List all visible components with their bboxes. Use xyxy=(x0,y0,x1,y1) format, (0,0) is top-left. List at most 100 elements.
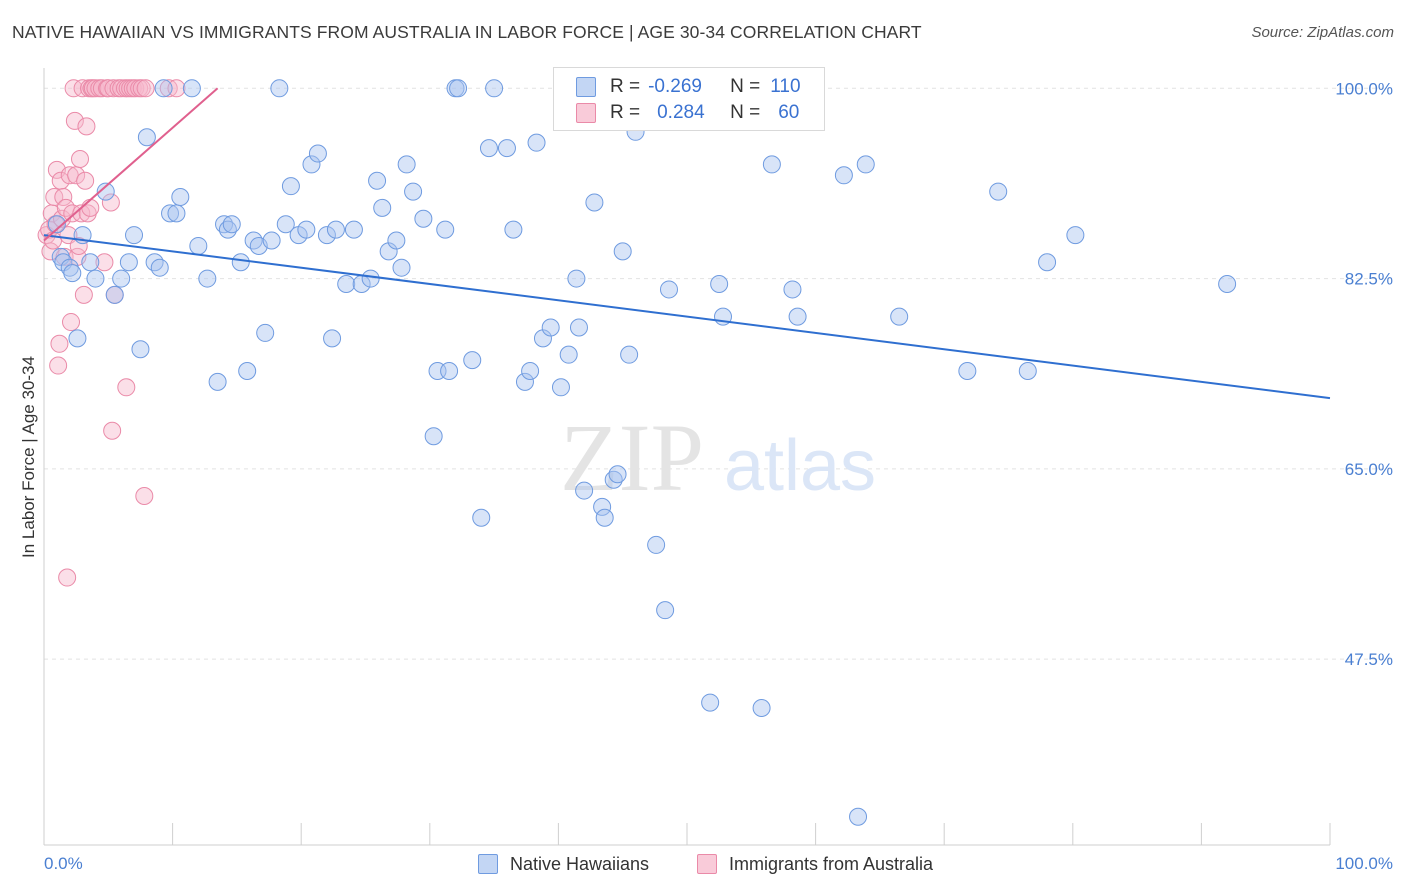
legend-n-label: N = xyxy=(730,76,761,97)
data-point xyxy=(81,198,100,217)
data-point xyxy=(276,215,295,234)
legend-n-value: 110 xyxy=(770,76,801,97)
data-point xyxy=(762,155,781,174)
chart-title: NATIVE HAWAIIAN VS IMMIGRANTS FROM AUSTR… xyxy=(12,22,922,42)
legend-swatch-blue xyxy=(576,77,596,97)
data-point xyxy=(647,535,666,554)
data-point xyxy=(752,699,771,718)
data-point xyxy=(337,275,356,294)
data-point xyxy=(256,323,275,342)
y-tick-label: 82.5% xyxy=(1345,270,1393,289)
data-point xyxy=(344,220,363,239)
data-point xyxy=(105,285,124,304)
data-point xyxy=(54,188,73,207)
bottom-legend-label: Native Hawaiians xyxy=(510,853,650,874)
data-point xyxy=(710,275,729,294)
data-point xyxy=(890,307,909,326)
data-point xyxy=(137,128,156,147)
data-point xyxy=(161,204,180,223)
axes xyxy=(43,68,1331,846)
data-point xyxy=(551,378,570,397)
data-point xyxy=(69,236,88,255)
data-point xyxy=(559,345,578,364)
data-point xyxy=(45,188,64,207)
y-tick-label: 65.0% xyxy=(1345,460,1393,479)
data-point xyxy=(68,329,87,348)
data-point xyxy=(1018,361,1037,380)
data-point xyxy=(49,356,68,375)
data-point xyxy=(440,361,459,380)
data-point xyxy=(541,318,560,337)
data-point xyxy=(849,807,868,826)
data-point xyxy=(167,79,186,98)
data-point xyxy=(86,269,105,288)
legend-r-value: -0.269 xyxy=(648,76,702,97)
data-point xyxy=(504,220,523,239)
data-point xyxy=(834,166,853,185)
data-point xyxy=(47,215,66,234)
data-point xyxy=(198,269,217,288)
data-point xyxy=(302,155,321,174)
data-point xyxy=(126,79,145,98)
legend-row-native-hawaiians: R = -0.269 N = 110 xyxy=(576,75,801,99)
data-point xyxy=(414,209,433,228)
data-point xyxy=(63,204,82,223)
data-point xyxy=(485,79,504,98)
watermark-zip: ZIP xyxy=(560,404,704,511)
data-point xyxy=(72,204,91,223)
data-point xyxy=(154,79,173,98)
data-point xyxy=(569,318,588,337)
data-point xyxy=(145,253,164,272)
data-point xyxy=(404,182,423,201)
data-point xyxy=(323,329,342,348)
data-point xyxy=(613,242,632,261)
data-point xyxy=(270,79,289,98)
bottom-legend-immigrants-from-australia: Immigrants from Australia xyxy=(697,852,933,876)
data-point xyxy=(515,372,534,391)
legend-r-label: R = xyxy=(610,76,641,97)
data-point xyxy=(64,79,83,98)
data-point xyxy=(117,378,136,397)
data-point xyxy=(424,427,443,446)
data-point xyxy=(136,79,155,98)
data-point xyxy=(368,171,387,190)
bottom-legend-swatch-blue xyxy=(478,854,498,874)
data-point xyxy=(41,242,60,261)
data-point xyxy=(608,465,627,484)
data-point xyxy=(1038,253,1057,272)
data-point xyxy=(361,269,380,288)
data-point xyxy=(231,253,250,272)
data-point xyxy=(449,79,468,98)
x-tick-label: 100.0% xyxy=(1335,854,1393,873)
data-point xyxy=(135,487,154,506)
data-point xyxy=(472,508,491,527)
data-point xyxy=(463,351,482,370)
data-point xyxy=(62,313,81,332)
data-point xyxy=(783,280,802,299)
data-point xyxy=(50,334,69,353)
data-point xyxy=(103,421,122,440)
data-point xyxy=(150,258,169,277)
trend-line-native-hawaiians xyxy=(43,234,1331,400)
data-point xyxy=(392,258,411,277)
data-point xyxy=(281,177,300,196)
data-point xyxy=(436,220,455,239)
data-point xyxy=(76,171,95,190)
data-point xyxy=(71,149,90,168)
data-point xyxy=(527,133,546,152)
data-point xyxy=(167,204,186,223)
data-point xyxy=(96,182,115,201)
legend-row-immigrants-from-australia: R = 0.284 N = 60 xyxy=(576,101,799,125)
data-point xyxy=(575,481,594,500)
legend-r-value: 0.284 xyxy=(657,102,705,123)
data-point xyxy=(1218,275,1237,294)
series-immigrants-from-australia xyxy=(37,79,186,587)
trend-lines xyxy=(43,87,1331,400)
data-point xyxy=(81,253,100,272)
data-point xyxy=(373,198,392,217)
data-point xyxy=(77,117,96,136)
series-native-hawaiians xyxy=(47,79,1237,826)
bottom-legend-swatch-pink xyxy=(697,854,717,874)
data-point xyxy=(497,139,516,158)
data-point xyxy=(74,285,93,304)
